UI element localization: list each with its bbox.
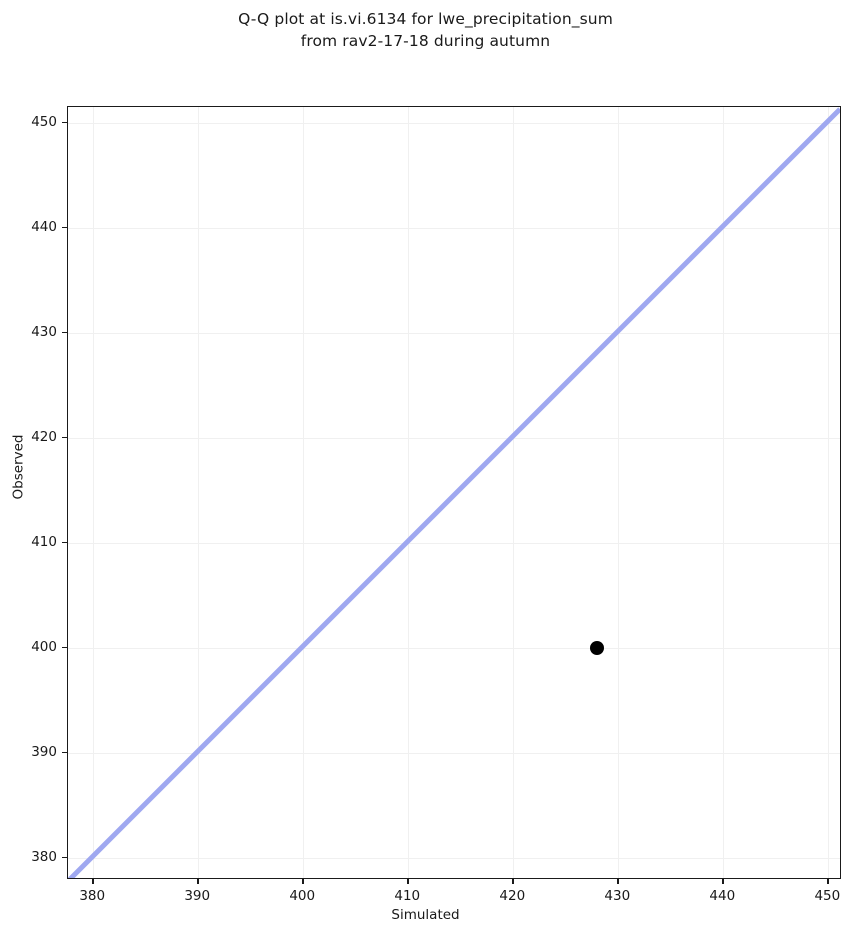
x-axis-label: Simulated <box>391 907 460 923</box>
gridline-vertical <box>303 107 305 878</box>
y-tick-label: 390 <box>31 743 57 760</box>
y-tick-label: 450 <box>31 113 57 130</box>
y-tick-label: 420 <box>31 428 57 445</box>
gridline-vertical <box>618 107 620 878</box>
x-tick-mark <box>197 879 199 884</box>
y-tick-mark <box>62 226 67 229</box>
x-tick-label: 420 <box>499 888 526 904</box>
gridline-horizontal <box>68 752 840 754</box>
y-tick-label: 380 <box>31 848 57 865</box>
y-tick-label: 400 <box>31 638 57 655</box>
x-tick-mark <box>407 879 409 884</box>
gridline-vertical <box>408 107 410 878</box>
y-tick-mark <box>62 856 67 859</box>
y-tick-mark <box>62 436 67 439</box>
gridline-horizontal <box>68 437 840 439</box>
gridline-horizontal <box>68 227 840 229</box>
x-tick-label: 430 <box>604 888 631 904</box>
x-tick-mark <box>827 879 829 884</box>
y-axis-label: Observed <box>0 0 36 934</box>
gridline-horizontal <box>68 122 840 124</box>
x-tick-mark <box>617 879 619 884</box>
x-tick-mark <box>722 879 724 884</box>
y-tick-label: 430 <box>31 323 57 340</box>
gridline-vertical <box>513 107 515 878</box>
gridline-vertical <box>828 107 830 878</box>
gridline-horizontal <box>68 647 840 649</box>
x-tick-label: 440 <box>709 888 736 904</box>
y-tick-mark <box>62 541 67 544</box>
y-tick-mark <box>62 331 67 334</box>
y-tick-mark <box>62 751 67 754</box>
x-tick-mark <box>92 879 94 884</box>
x-tick-label: 410 <box>394 888 421 904</box>
reference-line-svg <box>68 107 840 878</box>
y-tick-mark <box>62 646 67 649</box>
y-axis-label-text: Observed <box>10 434 27 500</box>
gridline-vertical <box>723 107 725 878</box>
x-tick-label: 390 <box>184 888 211 904</box>
x-tick-label: 400 <box>289 888 316 904</box>
gridline-vertical <box>198 107 200 878</box>
x-tick-label: 450 <box>814 888 841 904</box>
y-tick-mark <box>62 121 67 124</box>
one-to-one-reference-line <box>68 107 840 878</box>
x-tick-mark <box>512 879 514 884</box>
plot-area <box>67 106 841 879</box>
gridline-horizontal <box>68 857 840 859</box>
y-tick-label: 440 <box>31 218 57 235</box>
gridline-horizontal <box>68 542 840 544</box>
x-tick-mark <box>302 879 304 884</box>
gridline-vertical <box>93 107 95 878</box>
y-tick-label: 410 <box>31 533 57 550</box>
chart-title: Q-Q plot at is.vi.6134 for lwe_precipita… <box>238 10 613 50</box>
x-tick-label: 380 <box>79 888 106 904</box>
data-point <box>590 640 605 655</box>
gridline-horizontal <box>68 332 840 334</box>
